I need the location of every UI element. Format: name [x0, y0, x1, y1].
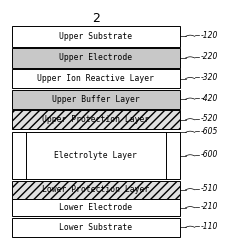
Text: Upper Protection Layer: Upper Protection Layer: [42, 115, 150, 124]
Text: Lower Protection Layer: Lower Protection Layer: [42, 185, 150, 194]
Text: Upper Substrate: Upper Substrate: [59, 32, 132, 41]
Text: -210: -210: [200, 202, 218, 211]
Text: -110: -110: [200, 222, 218, 231]
Text: -220: -220: [200, 52, 218, 61]
Text: -320: -320: [200, 73, 218, 82]
Bar: [12, 218, 180, 237]
Text: Lower Electrode: Lower Electrode: [59, 203, 132, 212]
Bar: [12, 90, 180, 109]
Text: Upper Buffer Layer: Upper Buffer Layer: [52, 95, 140, 104]
Text: Lower Substrate: Lower Substrate: [59, 223, 132, 232]
Text: 2: 2: [92, 12, 100, 26]
Text: Upper Ion Reactive Layer: Upper Ion Reactive Layer: [38, 74, 154, 83]
Bar: [12, 110, 180, 130]
Bar: [12, 132, 180, 180]
Text: -420: -420: [200, 94, 218, 102]
Text: -520: -520: [200, 114, 218, 123]
Text: -120: -120: [200, 31, 218, 40]
Bar: [12, 48, 180, 68]
Text: -510: -510: [200, 184, 218, 193]
Text: -605: -605: [200, 127, 218, 136]
Text: Upper Electrode: Upper Electrode: [59, 54, 132, 62]
Text: Electrolyte Layer: Electrolyte Layer: [54, 152, 137, 160]
Bar: [12, 199, 180, 216]
Bar: [12, 26, 180, 47]
Bar: [12, 69, 180, 88]
Text: -600: -600: [200, 150, 218, 159]
Bar: [12, 181, 180, 199]
